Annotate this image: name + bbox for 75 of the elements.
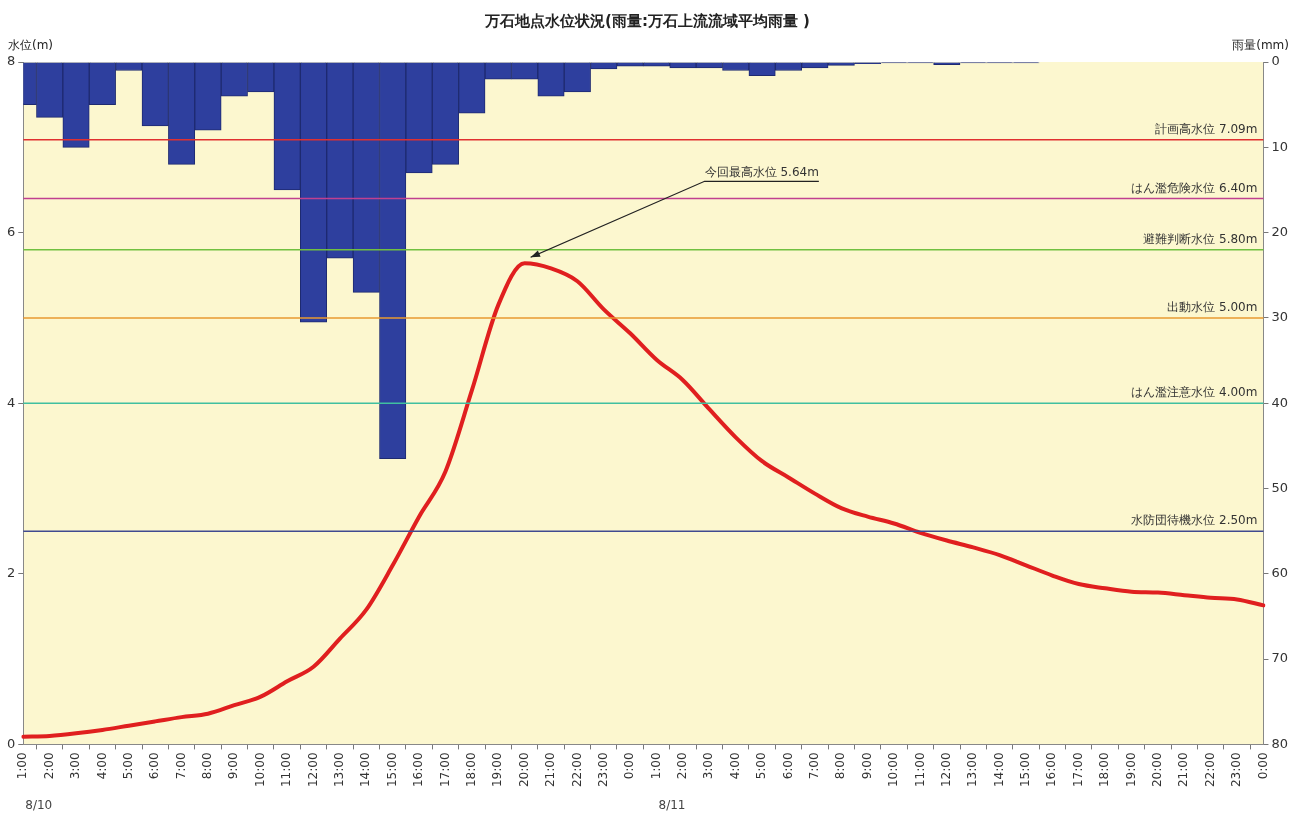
x-tick-label: 6:00 xyxy=(780,752,795,780)
y2-tick-label: 30 xyxy=(1271,309,1288,325)
x-tick-label: 17:00 xyxy=(437,752,452,788)
line-series xyxy=(21,261,1266,739)
y2-axis-title: 雨量(mm) xyxy=(1232,38,1289,53)
x-tick-label: 18:00 xyxy=(463,752,478,788)
x-tick-label: 4:00 xyxy=(94,752,109,780)
x-tick-label: 7:00 xyxy=(807,752,821,780)
y-tick-label: 2 xyxy=(6,565,16,581)
x-tick-label: 3:00 xyxy=(68,752,83,780)
x-tick-label: 5:00 xyxy=(120,752,135,780)
x-tick-label: 11:00 xyxy=(279,752,294,788)
y2-tick-label: 50 xyxy=(1271,479,1288,495)
chart-title: 万石地点水位状況(雨量:万石上流流域平均雨量 ) xyxy=(484,11,810,30)
x-tick-label: 21:00 xyxy=(1176,752,1191,788)
x-tick-label: 8:00 xyxy=(200,752,215,780)
x-tick-label: 13:00 xyxy=(332,752,347,788)
x-tick-label: 23:00 xyxy=(1229,752,1244,788)
x-tick-label: 20:00 xyxy=(1150,752,1165,788)
x-tick-label: 18:00 xyxy=(1097,752,1112,788)
ref-line-label: はん濫危険水位 6.40m xyxy=(1131,180,1258,195)
y2-tick-label: 60 xyxy=(1271,565,1288,581)
x-tick-label: 0:00 xyxy=(1255,752,1270,780)
y2-tick-label: 10 xyxy=(1271,138,1288,154)
x-tick-label: 13:00 xyxy=(965,752,980,788)
y2-tick-label: 20 xyxy=(1271,223,1288,239)
x-tick-label: 8:00 xyxy=(833,752,848,780)
ref-line-label: 出動水位 5.00m xyxy=(1167,300,1258,315)
x-tick-label: 22:00 xyxy=(1202,752,1217,788)
y2-tick-label: 40 xyxy=(1271,394,1288,410)
y-tick-label: 6 xyxy=(6,223,16,239)
x-tick-label: 2:00 xyxy=(675,752,690,780)
x-tick-label: 10:00 xyxy=(886,752,901,788)
annotation: 今回最高水位 5.64m xyxy=(704,165,819,180)
x-tick-label: 12:00 xyxy=(938,752,953,788)
x-tick-label: 15:00 xyxy=(384,752,399,788)
ref-line-label: 避難判断水位 5.80m xyxy=(1143,231,1258,246)
x-tick-label: 10:00 xyxy=(252,752,267,788)
x-tick-label: 17:00 xyxy=(1070,752,1085,788)
x-tick-label: 3:00 xyxy=(701,752,716,780)
x-tick-label: 12:00 xyxy=(305,752,320,788)
text: 8/11 xyxy=(658,798,686,813)
y2-tick-label: 70 xyxy=(1271,650,1288,666)
x-tick-label: 4:00 xyxy=(727,752,742,780)
x-tick-label: 16:00 xyxy=(1044,752,1059,788)
y-axis-title: 水位(m) xyxy=(8,38,54,53)
x-tick-label: 14:00 xyxy=(358,752,373,788)
x-tick-label: 19:00 xyxy=(1123,752,1138,788)
x-tick-label: 9:00 xyxy=(226,752,241,780)
x-tick-label: 21:00 xyxy=(543,752,558,788)
x-tick-label: 6:00 xyxy=(147,752,162,780)
y2-tick-label: 0 xyxy=(1271,53,1280,69)
y-tick-label: 4 xyxy=(6,394,16,410)
x-tick-label: 0:00 xyxy=(622,752,637,780)
ref-line-label: 水防団待機水位 2.50m xyxy=(1131,513,1258,528)
x-tick-label: 2:00 xyxy=(41,752,56,780)
y2-tick-label: 80 xyxy=(1271,735,1288,751)
x-tick-label: 22:00 xyxy=(569,752,584,788)
x-tick-label: 7:00 xyxy=(173,752,188,780)
ref-line-label: 計画高水位 7.09m xyxy=(1155,121,1258,136)
x-tick-label: 23:00 xyxy=(595,752,610,788)
x-tick-label: 9:00 xyxy=(859,752,874,780)
x-tick-label: 20:00 xyxy=(516,752,531,788)
x-tick-label: 19:00 xyxy=(490,752,505,788)
ref-line-label: はん濫注意水位 4.00m xyxy=(1131,385,1258,400)
x-tick-label: 1:00 xyxy=(15,752,30,780)
x-tick-label: 16:00 xyxy=(411,752,426,788)
x-tick-label: 15:00 xyxy=(1018,752,1033,788)
x-tick-label: 1:00 xyxy=(648,752,663,780)
y-tick-label: 0 xyxy=(6,735,16,751)
x-tick-label: 5:00 xyxy=(754,752,769,780)
text: 8/10 xyxy=(25,798,53,813)
x-tick-label: 11:00 xyxy=(912,752,927,788)
y-tick-label: 8 xyxy=(6,53,16,69)
x-tick-label: 14:00 xyxy=(991,752,1006,788)
